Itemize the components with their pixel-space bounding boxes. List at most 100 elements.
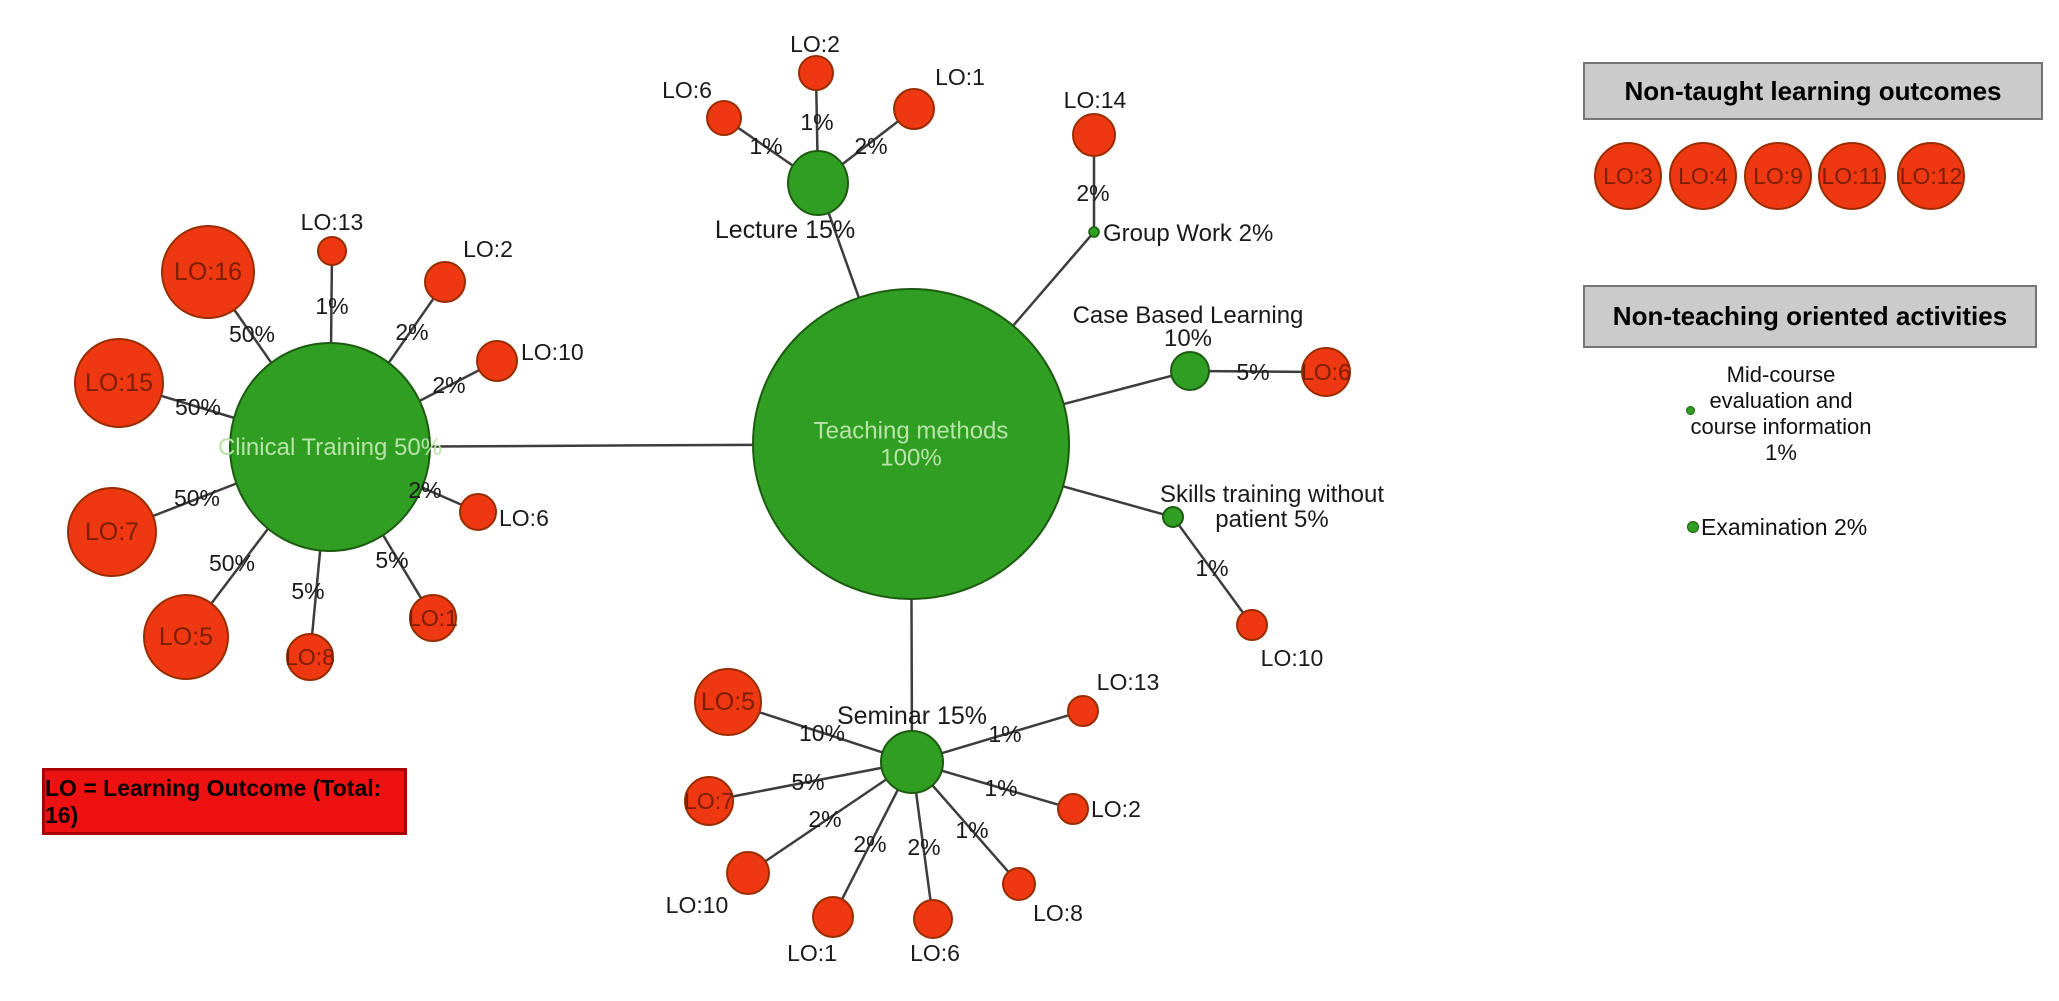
edge-label-clinical-c_lo15: 50% [175, 394, 221, 420]
edge-clinical-c_lo16 [233, 309, 273, 364]
node-lecture [787, 150, 849, 216]
edge-clinical-c_lo1 [382, 534, 423, 599]
node-c_lo6 [459, 493, 497, 531]
edge-label-seminar-se_lo1: 2% [853, 831, 886, 857]
examination-node-dot [1687, 521, 1699, 533]
edge-label-clinical-c_lo16: 50% [229, 321, 275, 347]
node-label-c_lo2: LO:2 [463, 236, 513, 262]
non-taught-label-lo12: LO:12 [1899, 162, 1963, 189]
edge-lecture-l_lo6 [737, 126, 794, 167]
edge-seminar-se_lo1 [840, 789, 900, 900]
node-label-clinical: Clinical Training 50% [218, 434, 442, 461]
node-label-c_lo8: LO:8 [285, 644, 335, 670]
node-teaching [752, 288, 1070, 600]
node-c_lo10 [476, 340, 518, 382]
non-taught-label-lo3: LO:3 [1603, 162, 1653, 189]
node-label-c_lo1: LO:1 [408, 605, 458, 631]
node-label-c_lo5: LO:5 [159, 623, 213, 651]
node-label-c_lo13: LO:13 [301, 209, 364, 235]
node-label-lecture: Lecture 15% [715, 216, 855, 244]
node-skills [1162, 506, 1184, 528]
node-label-se_lo5: LO:5 [701, 688, 755, 716]
non-taught-outcomes-title: Non-taught learning outcomes [1624, 75, 2002, 106]
node-label-s_lo10: LO:10 [1261, 645, 1324, 671]
node-label-c_lo7: LO:7 [85, 518, 139, 546]
midcourse-node-dot [1686, 406, 1695, 415]
edge-clinical-c_lo2 [387, 297, 435, 364]
edge-label-seminar-se_lo8: 1% [955, 817, 988, 843]
edge-label-seminar-se_lo2: 1% [984, 775, 1017, 801]
node-label-se_lo1: LO:1 [787, 940, 837, 966]
edge-clinical-c_lo5 [210, 527, 270, 605]
edge-seminar-se_lo5 [758, 711, 883, 754]
node-label-groupwork: Group Work 2% [1103, 220, 1273, 247]
edge-clinical-c_lo15 [160, 394, 235, 420]
edge-label-clinical-c_lo7: 50% [174, 485, 220, 511]
edge-teaching-clinical [429, 443, 754, 448]
midcourse-label-line: evaluation and [1709, 388, 1853, 413]
edge-label-clinical-c_lo8: 5% [291, 578, 324, 604]
node-label-teaching: Teaching methods 100% [814, 418, 1009, 472]
edge-label-clinical-c_lo1: 5% [375, 547, 408, 573]
edge-clinical-c_lo13 [329, 264, 334, 344]
node-c_lo15 [74, 338, 164, 428]
edge-clinical-c_lo7 [152, 482, 237, 518]
edge-teaching-lecture [827, 212, 861, 299]
edge-lecture-l_lo1 [841, 120, 899, 166]
node-label-skills: Skills training without patient 5% [1160, 481, 1384, 533]
node-label-se_lo7: LO:7 [684, 788, 734, 814]
edge-label-seminar-se_lo13: 1% [988, 721, 1021, 747]
node-c_lo5 [143, 594, 229, 680]
edge-label-clinical-c_lo6: 2% [408, 477, 441, 503]
edge-label-seminar-se_lo5: 10% [799, 720, 845, 746]
node-clinical [229, 342, 431, 552]
midcourse-evaluation-entry: Mid-course evaluation and course informati… [1661, 362, 1901, 466]
node-se_lo1 [812, 896, 854, 938]
node-label-l_lo6: LO:6 [662, 77, 712, 103]
non-taught-circle-lo4: LO:4 [1669, 142, 1737, 210]
edge-seminar-se_lo8 [931, 784, 1010, 873]
edge-seminar-se_lo2 [941, 769, 1059, 806]
non-taught-outcomes-header: Non-taught learning outcomes [1583, 62, 2043, 120]
node-label-se_lo2: LO:2 [1091, 796, 1141, 822]
edge-case_based-cb_lo6 [1208, 369, 1303, 374]
node-label-se_lo8: LO:8 [1033, 900, 1083, 926]
node-label-seminar: Seminar 15% [837, 702, 987, 730]
node-se_lo2 [1057, 793, 1089, 825]
node-se_lo10 [726, 851, 770, 895]
node-label-case_based: Case Based Learning 10% [1073, 302, 1304, 352]
edge-skills-s_lo10 [1177, 524, 1245, 614]
edge-label-seminar-se_lo10: 2% [808, 806, 841, 832]
non-taught-circle-lo11: LO:11 [1818, 142, 1886, 210]
node-l_lo6 [706, 100, 742, 136]
node-label-se_lo13: LO:13 [1097, 669, 1160, 695]
edge-seminar-se_lo7 [732, 766, 882, 798]
node-se_lo7 [684, 776, 734, 826]
edge-teaching-groupwork [1012, 234, 1092, 327]
edge-label-seminar-se_lo7: 5% [791, 769, 824, 795]
edge-label-groupwork-g_lo14: 2% [1076, 180, 1109, 206]
edge-label-clinical-c_lo2: 2% [395, 319, 428, 345]
node-c_lo7 [67, 487, 157, 577]
learning-outcome-note-text: LO = Learning Outcome (Total: 16) [45, 774, 382, 828]
node-l_lo2 [798, 55, 834, 91]
node-label-cb_lo6: LO:6 [1301, 359, 1351, 385]
edge-label-clinical-c_lo13: 1% [315, 293, 348, 319]
node-label-c_lo6: LO:6 [499, 505, 549, 531]
node-label-c_lo15: LO:15 [85, 369, 153, 397]
edge-label-lecture-l_lo1: 2% [854, 133, 887, 159]
edge-seminar-se_lo13 [941, 714, 1069, 755]
midcourse-label-line: course information [1690, 414, 1872, 439]
node-label-se_lo10: LO:10 [666, 892, 729, 918]
non-taught-circle-lo3: LO:3 [1594, 142, 1662, 210]
non-teaching-activities-header: Non-teaching oriented activities [1583, 285, 2037, 348]
node-label-c_lo16: LO:16 [174, 258, 242, 286]
node-groupwork [1088, 226, 1100, 238]
edge-label-skills-s_lo10: 1% [1195, 555, 1228, 581]
edge-lecture-l_lo2 [815, 89, 819, 152]
non-taught-circle-lo12: LO:12 [1897, 142, 1965, 210]
edge-label-case_based-cb_lo6: 5% [1236, 359, 1269, 385]
edge-label-clinical-c_lo10: 2% [432, 372, 465, 398]
midcourse-label-line: 1% [1765, 440, 1797, 465]
node-g_lo14 [1072, 113, 1116, 157]
